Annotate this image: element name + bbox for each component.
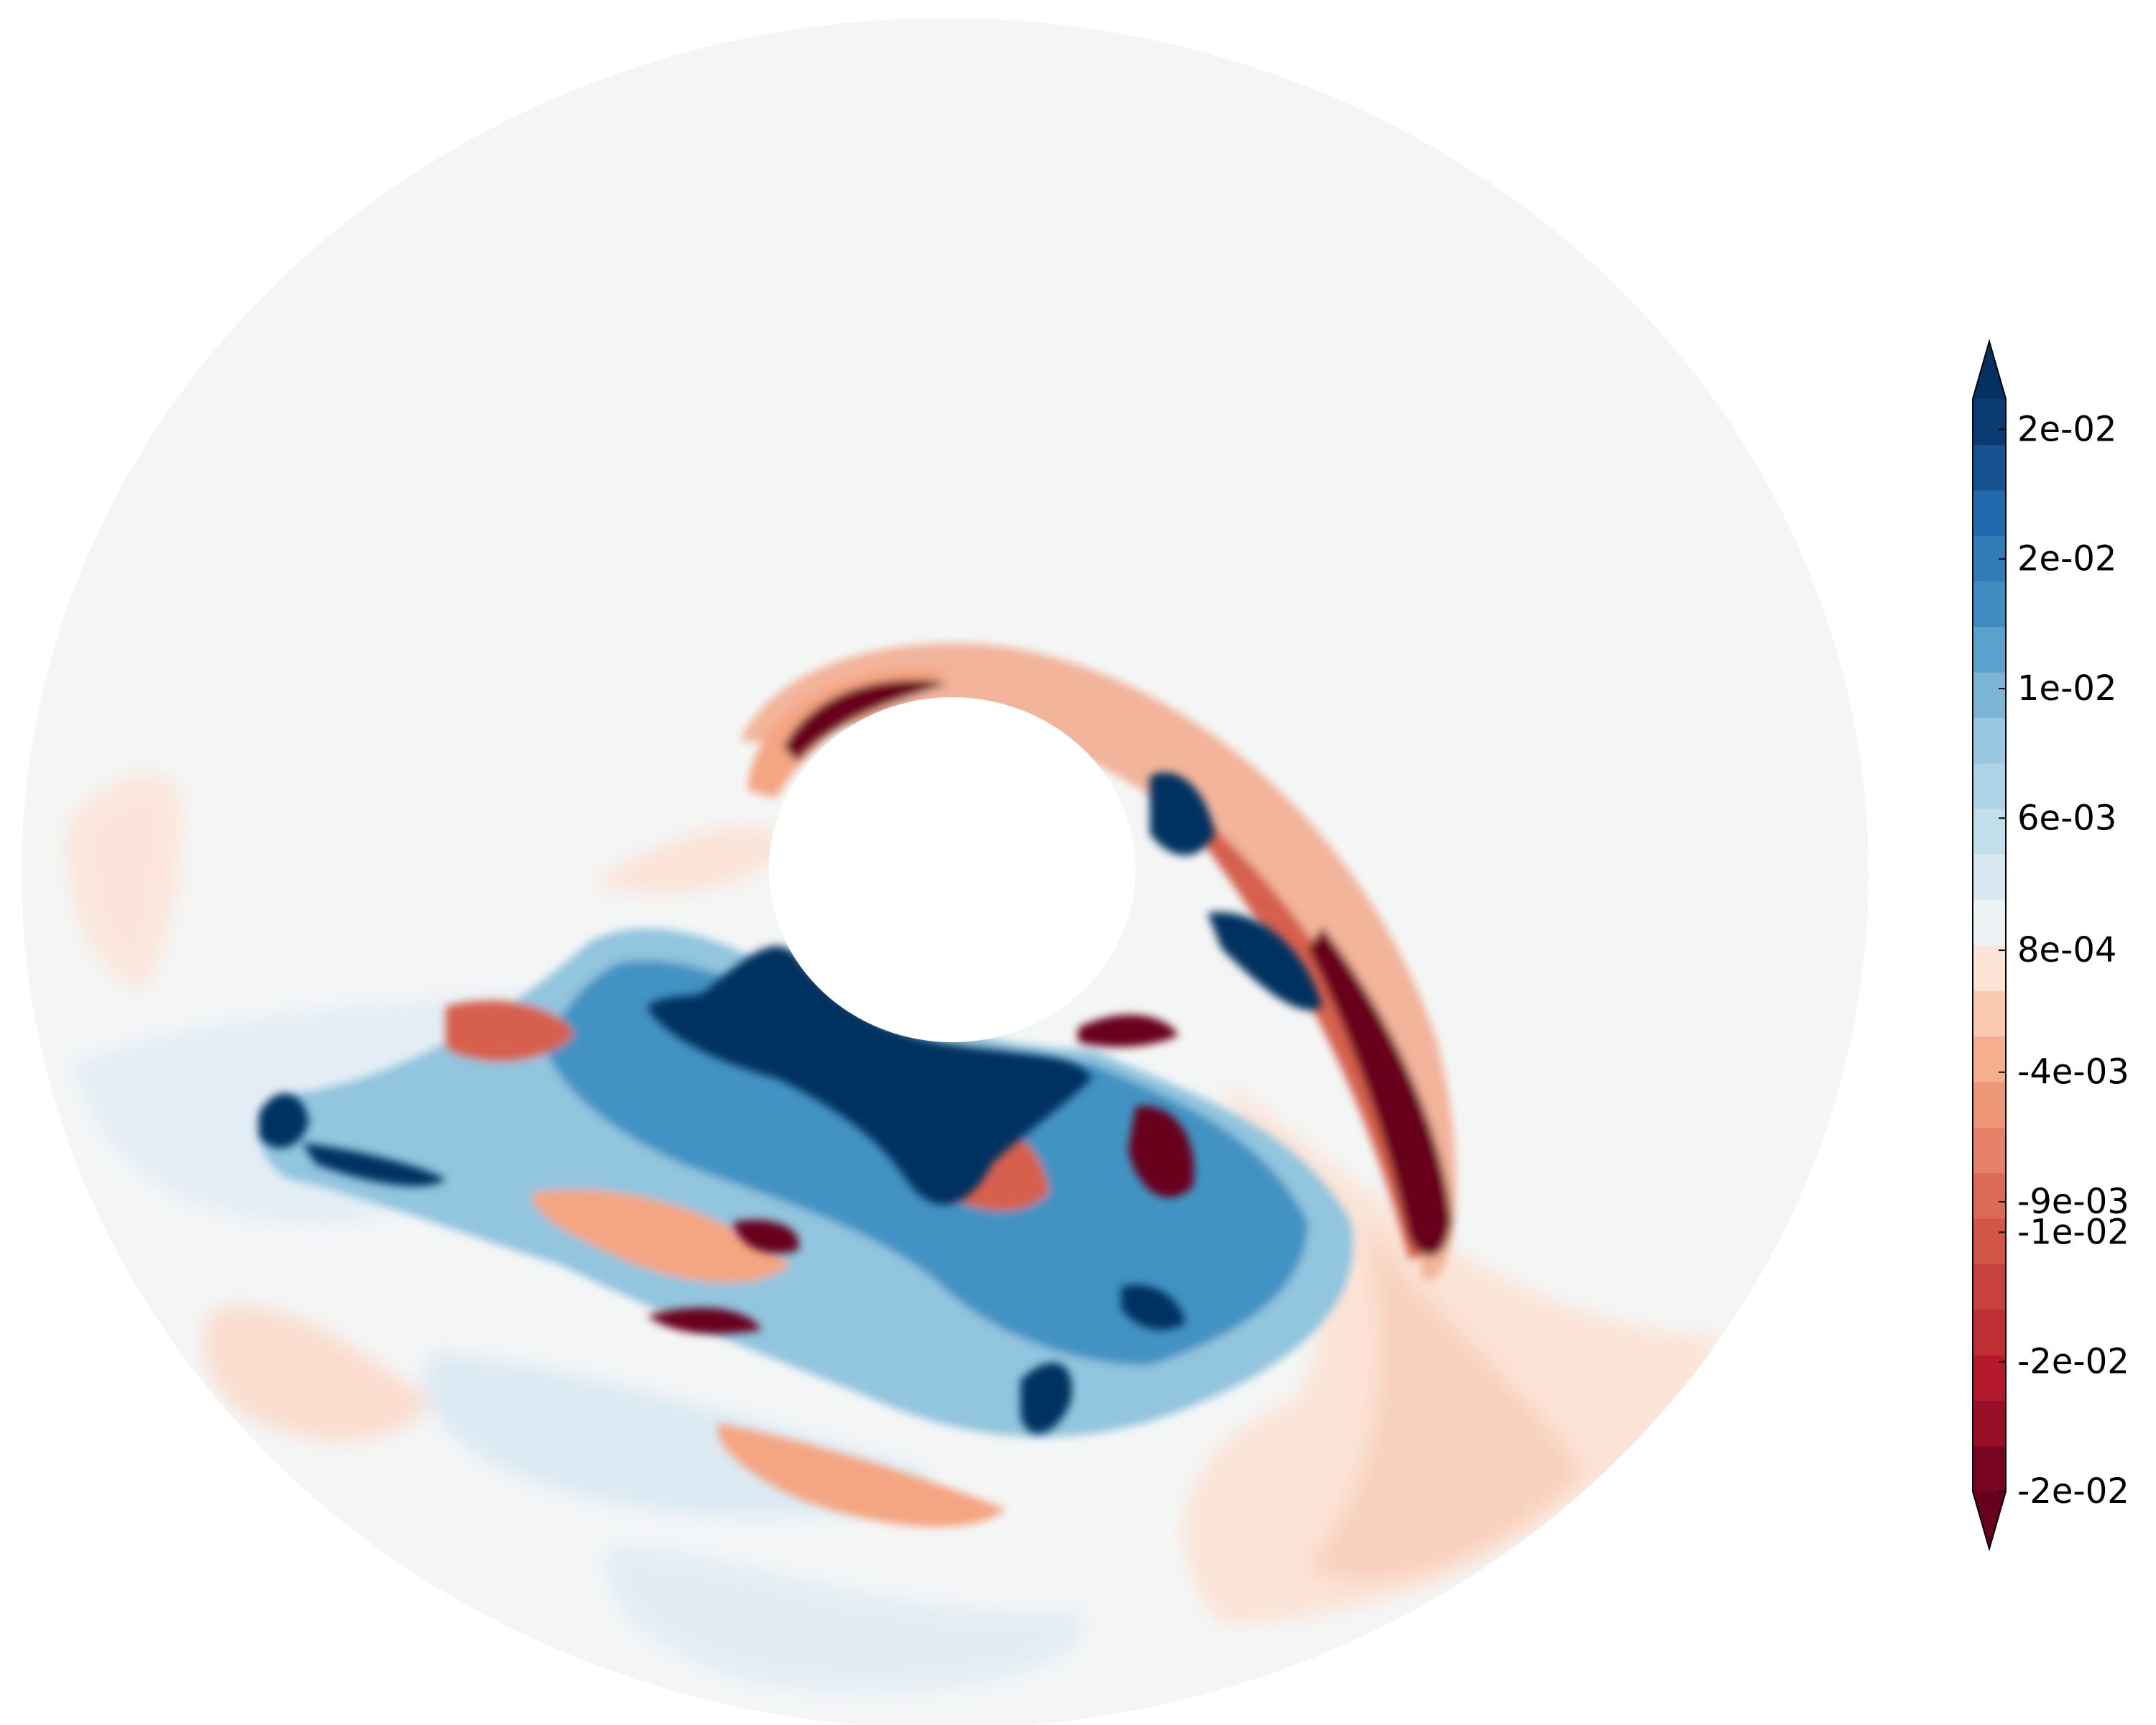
colorbar-tick-label: -1e-02 — [2017, 1212, 2129, 1252]
colorbar-band — [1973, 399, 2006, 445]
colorbar-band — [1973, 1036, 2006, 1082]
colorbar-band — [1973, 899, 2006, 946]
colorbar-band — [1973, 672, 2006, 718]
blue-core-lower-right — [1121, 1284, 1186, 1330]
colorbar-band — [1973, 1082, 2006, 1128]
red-wake-filament-1 — [446, 1000, 575, 1062]
colorbar-band — [1973, 854, 2006, 901]
red-core-mid-right — [1128, 1105, 1194, 1198]
blue-core-right-band — [1207, 912, 1322, 1011]
blue-core-left-filament — [302, 1143, 446, 1187]
cylinder-obstacle — [769, 697, 1135, 1042]
red-core-wake-2 — [647, 1307, 762, 1334]
blue-core-right-lobe — [1150, 772, 1215, 855]
colorbar-band — [1973, 763, 2006, 809]
red-arc-outer — [740, 643, 1457, 1281]
faint-blue-bottom — [606, 1545, 1083, 1691]
red-top-cap-light — [747, 667, 949, 798]
colorbar-band — [1973, 1218, 2006, 1264]
colorbar-tick-label: -2e-02 — [2017, 1342, 2129, 1382]
red-top-cap-dark — [783, 679, 949, 762]
colorbar-tick-label: -4e-03 — [2017, 1052, 2129, 1092]
colorbar-band — [1973, 581, 2006, 627]
colorbar-band — [1973, 717, 2006, 764]
colorbar-band — [1973, 1264, 2006, 1310]
blue-core-below-cylinder — [647, 946, 1092, 1205]
red-wake-filament-2 — [532, 1189, 791, 1283]
colorbar: -2e-02 -2e-02 -1e-02-9e-03 -4e-03 8e-04 6e-03… — [1972, 339, 2129, 1552]
red-lower-band — [717, 1423, 1006, 1527]
faint-red-lower-left — [203, 1305, 431, 1440]
colorbar-tick-label: 2e-02 — [2017, 409, 2116, 449]
colorbar-band — [1973, 1309, 2006, 1356]
red-arc-core — [1308, 927, 1452, 1256]
colorbar-band — [1973, 1127, 2006, 1174]
colorbar-tick-label: 2e-02 — [2017, 539, 2116, 579]
red-core-below-cylinder — [1078, 1014, 1179, 1047]
colorbar-tick-label: 8e-04 — [2017, 930, 2116, 970]
colorbar-band — [1973, 990, 2006, 1037]
colorbar-extend-min — [1973, 1491, 2006, 1549]
colorbar-band — [1973, 1400, 2006, 1447]
vorticity-contours — [65, 643, 1725, 1691]
blue-core-lower-mid — [1021, 1363, 1072, 1434]
blue-core-left-tip — [259, 1093, 309, 1149]
faint-red-upper-wake — [589, 827, 791, 893]
colorbar-band — [1973, 1172, 2006, 1219]
colorbar-tick-label: -9e-03 — [2017, 1182, 2129, 1222]
red-arc-inner — [1150, 776, 1431, 1259]
colorbar-tick-label: 1e-02 — [2017, 668, 2116, 709]
contour-plot — [22, 18, 1869, 1725]
colorbar-tick-label: 6e-03 — [2017, 798, 2116, 838]
colorbar-band — [1973, 626, 2006, 673]
colorbar-band — [1973, 945, 2006, 991]
colorbar-tick-label: -2e-02 — [2017, 1471, 2129, 1512]
colorbar-band — [1973, 1445, 2006, 1492]
colorbar-band — [1973, 489, 2006, 536]
faint-red-right-inner — [1308, 1222, 1581, 1580]
red-core-wake-1 — [733, 1220, 799, 1254]
colorbar-band — [1973, 809, 2006, 855]
faint-red-left-lobe — [65, 773, 182, 992]
colorbar-extend-max — [1973, 341, 2006, 399]
colorbar-band — [1973, 444, 2006, 491]
